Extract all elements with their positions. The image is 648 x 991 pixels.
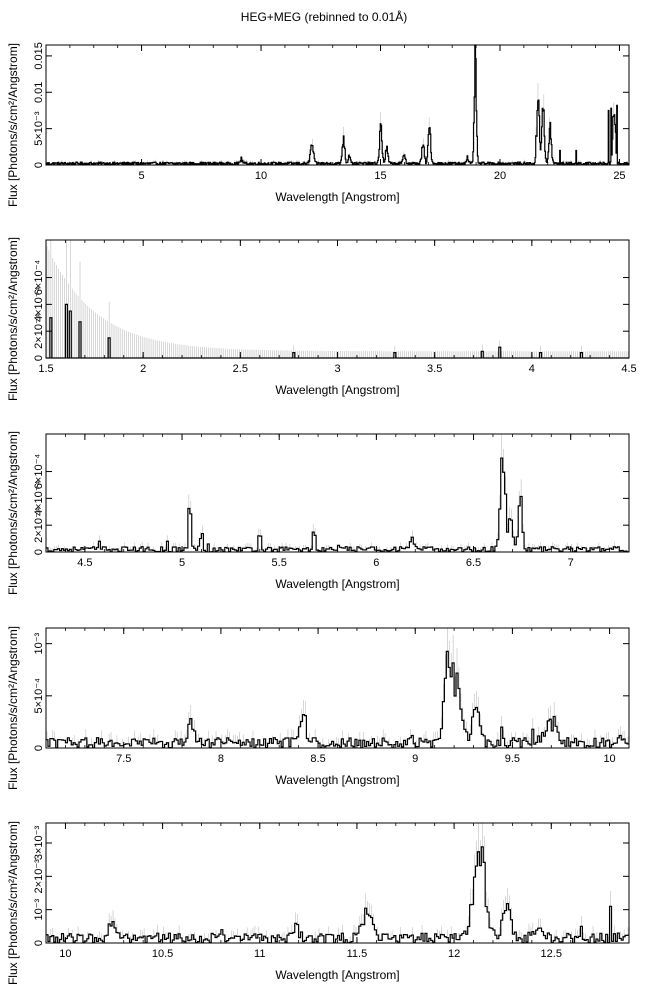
- y-axis-label: Flux [Photons/s/cm²/Angstrom]: [6, 237, 20, 401]
- y-axis-label: Flux [Photons/s/cm²/Angstrom]: [6, 43, 20, 207]
- spectrum-series-4: [46, 650, 629, 749]
- x-tick-label: 12.5: [541, 948, 562, 960]
- x-tick-label: 7: [568, 557, 574, 569]
- y-tick-label: 5×10⁻³: [33, 111, 45, 146]
- y-tick-label: 0: [33, 745, 45, 751]
- chart-title: HEG+MEG (rebinned to 0.01Å): [240, 10, 408, 24]
- x-tick-label: 3: [334, 363, 340, 375]
- y-tick-label: 0: [33, 940, 45, 946]
- minor-ticks-5: [45, 823, 630, 943]
- y-axis-label: Flux [Photons/s/cm²/Angstrom]: [6, 626, 20, 790]
- x-tick-label: 6.5: [466, 557, 481, 569]
- spectrum-series-1: [46, 44, 629, 166]
- chart-panel-1: 5 10 15 20 25 0 5×10⁻³ 0.01 0.015 Wavelength [Ang…: [6, 42, 630, 207]
- minor-ticks-3: [45, 434, 630, 552]
- y-axis-label: Flux [Photons/s/cm²/Angstrom]: [6, 431, 20, 595]
- x-tick-label: 10: [255, 170, 267, 182]
- spectrum-series-5: [46, 846, 629, 944]
- x-tick-label: 12: [448, 948, 460, 960]
- minor-ticks-4: [45, 628, 630, 748]
- x-tick-label: 10: [59, 948, 71, 960]
- x-tick-label: 20: [494, 170, 506, 182]
- y-tick-label: 0: [33, 549, 45, 555]
- chart-panel-4: 7.5 8 8.5 9 9.5 10 0 5×10⁻⁴ 10⁻³ Wavelength [Angs…: [6, 626, 630, 790]
- chart-panel-3: 4.5 5 5.5 6 6.5 7 0 2×10⁻⁴4×10⁻⁴6×10⁻⁴ Wavelengt…: [6, 431, 630, 595]
- y-tick-label: 4×10⁻⁴: [33, 286, 45, 322]
- x-tick-label: 25: [613, 170, 625, 182]
- plot-frame-3: [45, 433, 630, 553]
- error-bars-3: [50, 434, 615, 552]
- x-tick-label: 4.5: [77, 557, 92, 569]
- spectrum-series-2: [46, 303, 629, 359]
- y-tick-label: 0: [33, 162, 45, 168]
- error-bars-4: [46, 628, 629, 748]
- y-tick-label: 0.015: [33, 42, 45, 70]
- error-bars-2: [46, 240, 629, 358]
- x-tick-label: 4: [529, 363, 535, 375]
- chart-panel-5: 10 10.5 11 11.5 12 12.5 0 10⁻³ 2×10⁻³3×10⁻³ Wavel…: [6, 821, 630, 985]
- y-tick-label: 0.01: [33, 82, 45, 103]
- spectrum-series-3: [46, 457, 629, 553]
- x-tick-label: 7.5: [116, 753, 131, 765]
- x-tick-label: 6: [373, 557, 379, 569]
- x-tick-label: 4.5: [621, 363, 636, 375]
- plot-frame-1: [45, 44, 630, 166]
- x-tick-label: 8: [218, 753, 224, 765]
- x-tick-label: 8.5: [310, 753, 325, 765]
- y-tick-label: 5×10⁻⁴: [33, 678, 45, 714]
- y-tick-label: 3×10⁻³: [33, 826, 45, 861]
- x-axis-label: Wavelength [Angstrom]: [275, 773, 399, 787]
- x-axis-label: Wavelength [Angstrom]: [275, 577, 399, 591]
- x-tick-label: 11.5: [347, 948, 368, 960]
- y-tick-label: 2×10⁻⁴: [33, 507, 45, 543]
- y-tick-label: 6×10⁻⁴: [33, 260, 45, 296]
- y-axis-label: Flux [Photons/s/cm²/Angstrom]: [6, 821, 20, 985]
- x-axis-label: Wavelength [Angstrom]: [275, 383, 399, 397]
- y-tick-label: 0: [33, 355, 45, 361]
- x-tick-label: 3.5: [427, 363, 442, 375]
- y-tick-label: 2×10⁻³: [33, 859, 45, 894]
- x-axis-label: Wavelength [Angstrom]: [275, 968, 399, 982]
- minor-ticks-2: [45, 240, 630, 358]
- plot-frame-2: [45, 239, 630, 359]
- x-tick-label: 5: [179, 557, 185, 569]
- x-axis-label: Wavelength [Angstrom]: [275, 190, 399, 204]
- x-tick-label: 10: [603, 753, 615, 765]
- x-tick-label: 5: [139, 170, 145, 182]
- plot-frame-4: [45, 627, 630, 749]
- x-tick-label: 2: [140, 363, 146, 375]
- plot-frame-5: [45, 822, 630, 944]
- x-tick-label: 2.5: [233, 363, 248, 375]
- x-tick-label: 9.5: [505, 753, 520, 765]
- y-tick-label: 2×10⁻⁴: [33, 313, 45, 349]
- x-tick-label: 5.5: [272, 557, 287, 569]
- x-tick-label: 9: [412, 753, 418, 765]
- y-tick-label: 10⁻³: [33, 898, 45, 920]
- y-tick-label: 6×10⁻⁴: [33, 454, 45, 490]
- x-tick-label: 1.5: [38, 363, 53, 375]
- y-tick-label: 10⁻³: [33, 632, 45, 654]
- y-tick-label: 4×10⁻⁴: [33, 480, 45, 516]
- x-tick-label: 15: [374, 170, 386, 182]
- x-tick-label: 11: [254, 948, 265, 960]
- error-bars-5: [48, 823, 629, 943]
- minor-ticks-1: [45, 45, 620, 165]
- chart-panel-2: 1.5 2 2.5 3 3.5 4 4.5 0 2×10⁻⁴4×10⁻⁴6×10⁻⁴ Wavele…: [6, 237, 637, 401]
- x-tick-label: 10.5: [152, 948, 173, 960]
